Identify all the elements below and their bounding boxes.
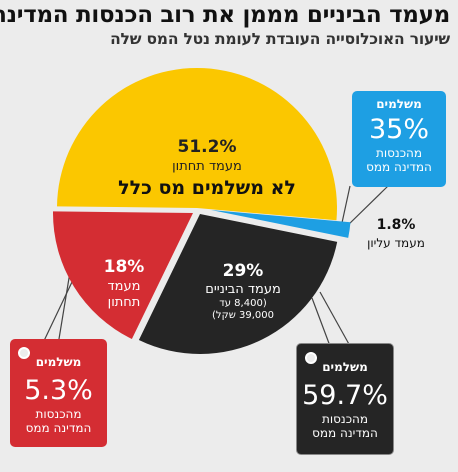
lower-tag-line3: המדינה ממס xyxy=(25,421,92,435)
upper-pct-label: 1.8% xyxy=(377,217,416,233)
lower-tag-value: 5.3% xyxy=(24,375,93,406)
chart-title: מעמד הביניים מממן את רוב הכנסות המדינה xyxy=(0,2,450,28)
upper-tag-line2: מהכנסות xyxy=(375,146,423,160)
black-range-label: (8,400 עד xyxy=(219,298,267,309)
chart-subtitle: שיעור האוכלוסייה העובדת לעומת נטל המס של… xyxy=(110,30,450,48)
upper-name-label: מעמד עליון xyxy=(367,236,425,250)
red-name-label-2: תחתון xyxy=(108,295,141,310)
middle-tag-line3: המדינה ממס xyxy=(312,426,378,440)
tag-hole-icon xyxy=(18,347,30,359)
pie-slice-middle xyxy=(138,214,338,355)
middle-tag-string xyxy=(319,291,351,347)
lower-tag-line2: מהכנסות xyxy=(35,407,82,421)
black-pct-label: 29% xyxy=(223,261,264,281)
upper-tag-string xyxy=(344,185,389,229)
upper-tag-value: 35% xyxy=(368,114,429,145)
slice-labels: 51.2% מעמד תחתון לא משלמים מס כלל 18% מעמדתח… xyxy=(104,137,425,321)
tag-strings xyxy=(41,185,389,347)
red-name-label: מעמד xyxy=(108,279,141,294)
middle-class-tax-tag: משלמים 59.7% מהכנסות המדינה ממס xyxy=(296,343,394,455)
middle-tag-line1: משלמים xyxy=(322,360,368,374)
pie-slice-upper xyxy=(211,210,351,238)
middle-tag-value: 59.7% xyxy=(302,380,388,411)
lower-tag-string xyxy=(57,271,71,346)
upper-tag-line3: המדינה ממס xyxy=(366,160,432,174)
yellow-note-label: לא משלמים מס כלל xyxy=(118,177,296,199)
red-pct-label: 18% xyxy=(104,257,145,277)
yellow-pct-label: 51.2% xyxy=(178,137,237,157)
upper-tag-line1: משלמים xyxy=(376,97,422,111)
yellow-name-label: מעמד תחתון xyxy=(172,159,242,174)
black-name-label: מעמד הביניים xyxy=(205,282,281,297)
tag-hole-icon xyxy=(305,352,317,364)
pie-slice-lower-paying xyxy=(52,211,193,339)
upper-class-tax-tag: משלמים 35% מהכנסות המדינה ממס xyxy=(352,91,446,187)
lower-paying-tax-tag: משלמים 5.3% מהכנסות המדינה ממס xyxy=(10,339,107,447)
lower-tag-string xyxy=(41,281,73,346)
pie-slices xyxy=(52,67,351,355)
middle-tag-line2: מהכנסות xyxy=(321,412,369,426)
pie-slice-lower-nonpaying xyxy=(57,67,338,221)
black-range-label-2: 39,000 שקל) xyxy=(212,310,274,321)
lower-tag-line1: משלמים xyxy=(35,355,82,369)
middle-tag-string xyxy=(311,297,331,347)
